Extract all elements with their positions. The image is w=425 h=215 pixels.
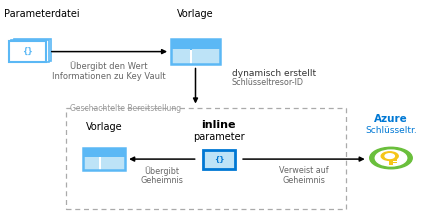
FancyBboxPatch shape — [11, 40, 48, 62]
FancyBboxPatch shape — [9, 41, 46, 63]
FancyBboxPatch shape — [393, 160, 397, 161]
FancyBboxPatch shape — [171, 39, 220, 50]
Text: Verweist auf: Verweist auf — [279, 166, 329, 175]
FancyBboxPatch shape — [393, 162, 397, 163]
Text: Parameterdatei: Parameterdatei — [4, 9, 80, 19]
Text: Übergibt: Übergibt — [144, 166, 179, 176]
Text: {}: {} — [214, 155, 224, 162]
FancyBboxPatch shape — [83, 148, 125, 157]
Text: Azure: Azure — [374, 114, 408, 124]
FancyBboxPatch shape — [83, 157, 99, 170]
Text: dynamisch erstellt: dynamisch erstellt — [232, 69, 316, 78]
Circle shape — [381, 152, 398, 160]
Text: Schlüsseltr.: Schlüsseltr. — [365, 126, 417, 135]
FancyBboxPatch shape — [83, 148, 125, 170]
Text: Geheimnis: Geheimnis — [140, 176, 183, 185]
FancyBboxPatch shape — [14, 39, 51, 61]
FancyBboxPatch shape — [171, 39, 220, 64]
FancyBboxPatch shape — [389, 155, 393, 165]
Text: inline: inline — [201, 120, 236, 130]
FancyBboxPatch shape — [192, 49, 220, 64]
Circle shape — [370, 147, 412, 169]
Text: Vorlage: Vorlage — [86, 122, 122, 132]
FancyBboxPatch shape — [101, 157, 125, 170]
Text: Schlüsseltresor-ID: Schlüsseltresor-ID — [232, 78, 303, 87]
Text: Übergibt den Wert: Übergibt den Wert — [70, 61, 147, 71]
FancyBboxPatch shape — [203, 150, 235, 169]
Text: Geschachtelte Bereitstellung: Geschachtelte Bereitstellung — [70, 104, 181, 113]
FancyBboxPatch shape — [171, 49, 190, 64]
Text: {}: {} — [22, 47, 33, 56]
Circle shape — [385, 154, 394, 158]
Circle shape — [375, 150, 407, 166]
Text: Informationen zu Key Vault: Informationen zu Key Vault — [51, 72, 165, 81]
Text: Geheimnis: Geheimnis — [283, 176, 325, 185]
Text: parameter: parameter — [193, 132, 245, 141]
Text: Vorlage: Vorlage — [177, 9, 214, 19]
